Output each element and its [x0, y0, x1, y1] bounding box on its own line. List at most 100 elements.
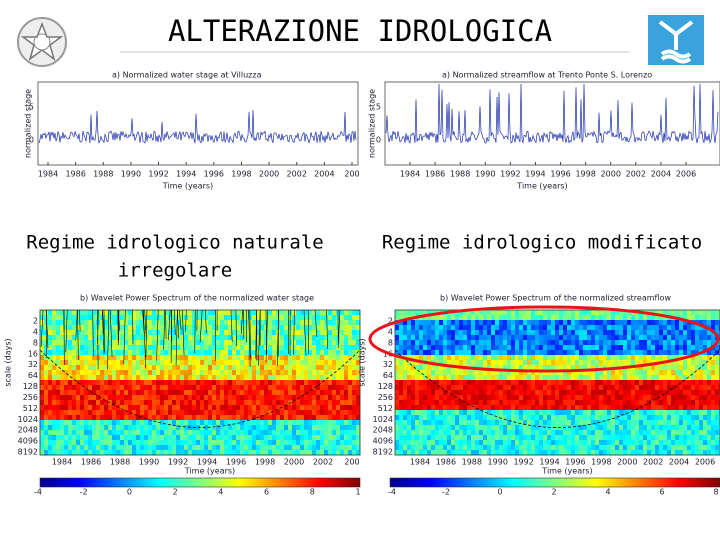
heatmap-cell: [268, 310, 273, 316]
heatmap-cell: [224, 440, 229, 446]
heatmap-cell: [643, 385, 648, 391]
heatmap-cell: [180, 420, 185, 426]
heatmap-cell: [491, 430, 496, 436]
heatmap-cell: [192, 410, 197, 416]
heatmap-cell: [168, 400, 173, 406]
heatmap-cell: [164, 445, 169, 451]
heatmap-cell: [172, 410, 177, 416]
heatmap-cell: [220, 370, 225, 376]
heatmap-cell: [471, 425, 476, 431]
heatmap-cell: [48, 340, 53, 346]
heatmap-cell: [495, 310, 500, 316]
heatmap-cell: [415, 330, 420, 336]
heatmap-cell: [256, 450, 261, 456]
heatmap-cell: [308, 440, 313, 446]
heatmap-cell: [435, 425, 440, 431]
heatmap-cell: [52, 350, 57, 356]
x-tick-label: 1984: [38, 170, 58, 179]
heatmap-cell: [543, 350, 548, 356]
heatmap-cell: [471, 410, 476, 416]
heatmap-cell: [140, 385, 145, 391]
heatmap-cell: [431, 445, 436, 451]
heatmap-cell: [212, 445, 217, 451]
heatmap-cell: [639, 365, 644, 371]
heatmap-cell: [240, 410, 245, 416]
heatmap-cell: [603, 420, 608, 426]
heatmap-cell: [280, 390, 285, 396]
heatmap-cell: [284, 420, 289, 426]
heatmap-cell: [292, 400, 297, 406]
contour-line: [101, 309, 105, 354]
heatmap-cell: [655, 365, 660, 371]
heatmap-cell: [627, 450, 632, 456]
heatmap-cell: [200, 330, 205, 336]
heatmap-cell: [499, 315, 504, 321]
heatmap-cell: [623, 310, 628, 316]
heatmap-cell: [216, 415, 221, 421]
heatmap-cell: [92, 395, 97, 401]
heatmap-cell: [84, 430, 89, 436]
x-tick-label: 1984: [52, 458, 72, 467]
heatmap-cell: [511, 440, 516, 446]
heatmap-cell: [411, 385, 416, 391]
heatmap-cell: [535, 385, 540, 391]
heatmap-cell: [236, 450, 241, 456]
heatmap-cell: [499, 345, 504, 351]
heatmap-cell: [455, 375, 460, 381]
heatmap-cell: [527, 400, 532, 406]
heatmap-cell: [539, 445, 544, 451]
heatmap-cell: [136, 440, 141, 446]
heatmap-cell: [112, 320, 117, 326]
heatmap-cell: [411, 445, 416, 451]
heatmap-cell: [599, 355, 604, 361]
heatmap-cell: [535, 430, 540, 436]
heatmap-cell: [168, 365, 173, 371]
heatmap-cell: [579, 395, 584, 401]
heatmap-cell: [563, 375, 568, 381]
heatmap-cell: [108, 395, 113, 401]
heatmap-cell: [415, 385, 420, 391]
heatmap-cell: [128, 390, 133, 396]
heatmap-cell: [683, 370, 688, 376]
heatmap-cell: [180, 425, 185, 431]
heatmap-cell: [112, 335, 117, 341]
heatmap-cell: [172, 405, 177, 411]
heatmap-cell: [651, 440, 656, 446]
heatmap-cell: [252, 360, 257, 366]
y-tick-label: 4096: [18, 437, 38, 446]
heatmap-cell: [208, 330, 213, 336]
heatmap-cell: [571, 445, 576, 451]
heatmap-cell: [607, 425, 612, 431]
heatmap-cell: [292, 415, 297, 421]
heatmap-cell: [132, 360, 137, 366]
heatmap-cell: [216, 390, 221, 396]
heatmap-cell: [40, 400, 45, 406]
heatmap-cell: [256, 355, 261, 361]
heatmap-cell: [487, 320, 492, 326]
heatmap-cell: [659, 370, 664, 376]
heatmap-cell: [571, 365, 576, 371]
heatmap-cell: [92, 360, 97, 366]
heatmap-cell: [268, 340, 273, 346]
heatmap-cell: [563, 320, 568, 326]
heatmap-cell: [120, 400, 125, 406]
heatmap-cell: [635, 360, 640, 366]
heatmap-cell: [407, 395, 412, 401]
heatmap-cell: [272, 440, 277, 446]
heatmap-cell: [599, 445, 604, 451]
heatmap-cell: [399, 410, 404, 416]
heatmap-cell: [200, 405, 205, 411]
heatmap-cell: [511, 395, 516, 401]
heatmap-cell: [60, 415, 65, 421]
heatmap-cell: [76, 415, 81, 421]
heatmap-cell: [300, 335, 305, 341]
heatmap-cell: [340, 365, 345, 371]
heatmap-cell: [44, 355, 49, 361]
heatmap-cell: [595, 330, 600, 336]
heatmap-cell: [44, 330, 49, 336]
heatmap-cell: [180, 435, 185, 441]
heatmap-cell: [208, 395, 213, 401]
heatmap-cell: [192, 375, 197, 381]
heatmap-cell: [64, 325, 69, 331]
